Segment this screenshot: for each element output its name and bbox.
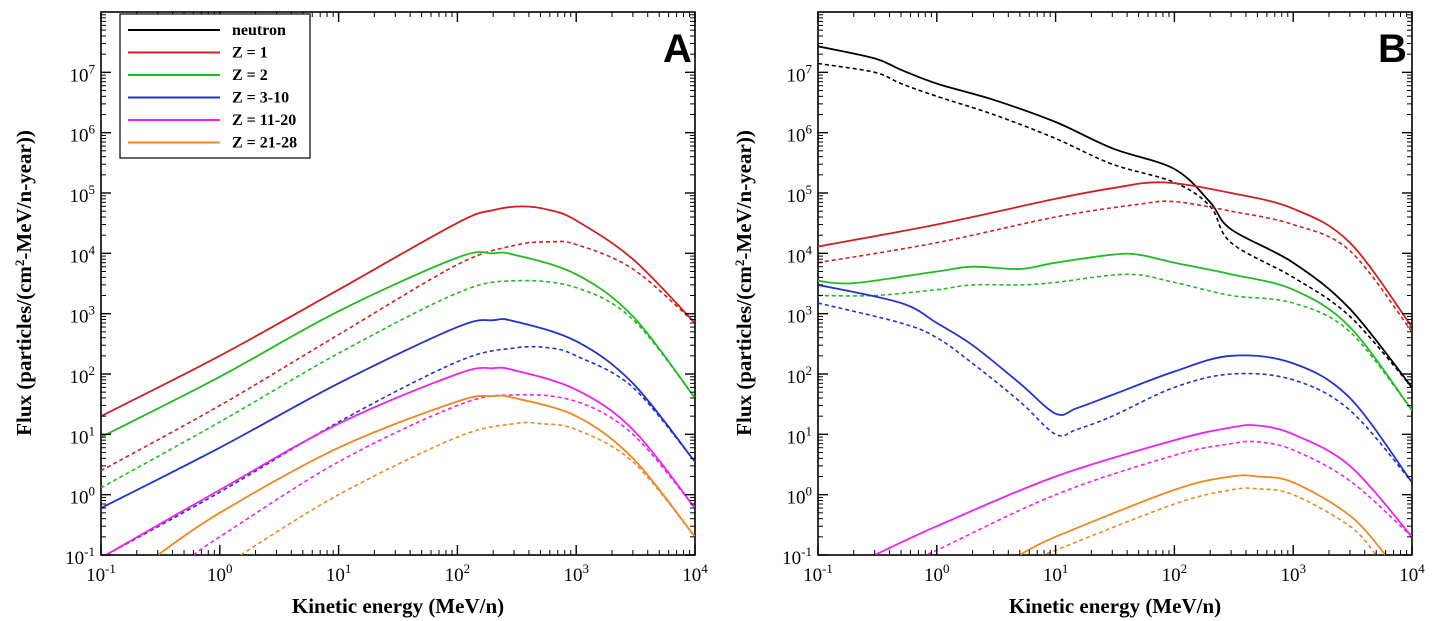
- legend-label: Z = 3-10: [232, 90, 289, 107]
- y-axis-title-a: Flux (particles/(cm2-MeV/n-year)): [12, 130, 37, 436]
- x-tick-label: 104: [1399, 561, 1425, 586]
- panel-label-a: A: [663, 27, 692, 71]
- panel-a: 10-1 100 101 102 103 104 10-11001011021031041…: [12, 12, 709, 618]
- legend-label: Z = 11-20: [232, 112, 296, 129]
- series-z-1-solid: [101, 206, 695, 416]
- x-tick-label: 103: [563, 561, 589, 586]
- x-axis-title-b: Kinetic energy (MeV/n): [1009, 594, 1221, 618]
- series-z-1-dotted: [101, 241, 695, 470]
- series-z-3-10-solid: [818, 285, 1412, 483]
- y-tick-label: 102: [787, 363, 813, 388]
- series-z-2-solid: [101, 252, 695, 437]
- panel-label-b: B: [1378, 27, 1407, 71]
- series-z-3-10-dotted: [818, 303, 1412, 482]
- x-ticks-b: 10-1 100 101 102 103 104: [803, 12, 1425, 586]
- series-z-3-10-dotted: [101, 347, 695, 558]
- y-tick-label: 105: [787, 182, 813, 207]
- y-tick-label: 103: [787, 303, 813, 328]
- series-z-11-20-solid: [875, 425, 1412, 555]
- x-tick-label: 101: [1043, 561, 1069, 586]
- series-z-1-dotted: [818, 201, 1412, 332]
- y-tick-label: 100: [787, 484, 813, 509]
- y-tick-label: 107: [787, 61, 813, 86]
- series-z-11-20-dotted: [924, 441, 1412, 556]
- panel-b: 10-1 100 101 102 103 104 10-11001011021031041…: [732, 12, 1426, 618]
- x-tick-label: 100: [207, 561, 233, 586]
- series-neutron-dotted: [818, 64, 1412, 388]
- x-axis-title-a: Kinetic energy (MeV/n): [292, 594, 504, 618]
- y-tick-label: 100: [70, 484, 96, 509]
- legend-label: Z = 2: [232, 67, 268, 84]
- y-tick-label: 101: [787, 423, 813, 448]
- x-tick-label: 102: [445, 561, 471, 586]
- y-tick-label: 107: [70, 61, 96, 86]
- y-tick-label: 106: [70, 122, 96, 147]
- legend-label: neutron: [232, 22, 286, 39]
- x-tick-label: 104: [682, 561, 708, 586]
- series-layer-a: [101, 206, 695, 557]
- y-tick-label: 102: [70, 363, 96, 388]
- y-tick-label: 105: [70, 182, 96, 207]
- x-tick-label: 101: [326, 561, 352, 586]
- x-tick-label: 103: [1280, 561, 1306, 586]
- series-z-3-10-solid: [101, 319, 695, 508]
- y-axis-title-b: Flux (particles/(cm2-MeV/n-year)): [732, 130, 757, 436]
- y-tick-label: 103: [70, 303, 96, 328]
- series-layer-b: [818, 46, 1412, 556]
- x-tick-label: 10-1: [803, 561, 833, 586]
- x-tick-label: 100: [924, 561, 950, 586]
- series-z-21-28-solid: [158, 396, 695, 555]
- x-tick-label: 10-1: [86, 561, 116, 586]
- series-neutron-solid: [818, 46, 1412, 387]
- legend: neutron Z = 1 Z = 2 Z = 3-10 Z = 11-20 Z = 21…: [120, 14, 310, 158]
- series-z-2-solid: [818, 254, 1412, 411]
- y-tick-label: 104: [787, 242, 813, 267]
- series-z-21-28-dotted: [241, 422, 695, 555]
- legend-label: Z = 1: [232, 45, 268, 62]
- series-z-11-20-dotted: [193, 395, 695, 555]
- y-tick-label: 101: [70, 423, 96, 448]
- y-tick-label: 106: [787, 122, 813, 147]
- series-z-2-dotted: [101, 281, 695, 488]
- y-tick-label: 104: [70, 242, 96, 267]
- legend-label: Z = 21-28: [232, 135, 297, 152]
- x-tick-label: 102: [1162, 561, 1188, 586]
